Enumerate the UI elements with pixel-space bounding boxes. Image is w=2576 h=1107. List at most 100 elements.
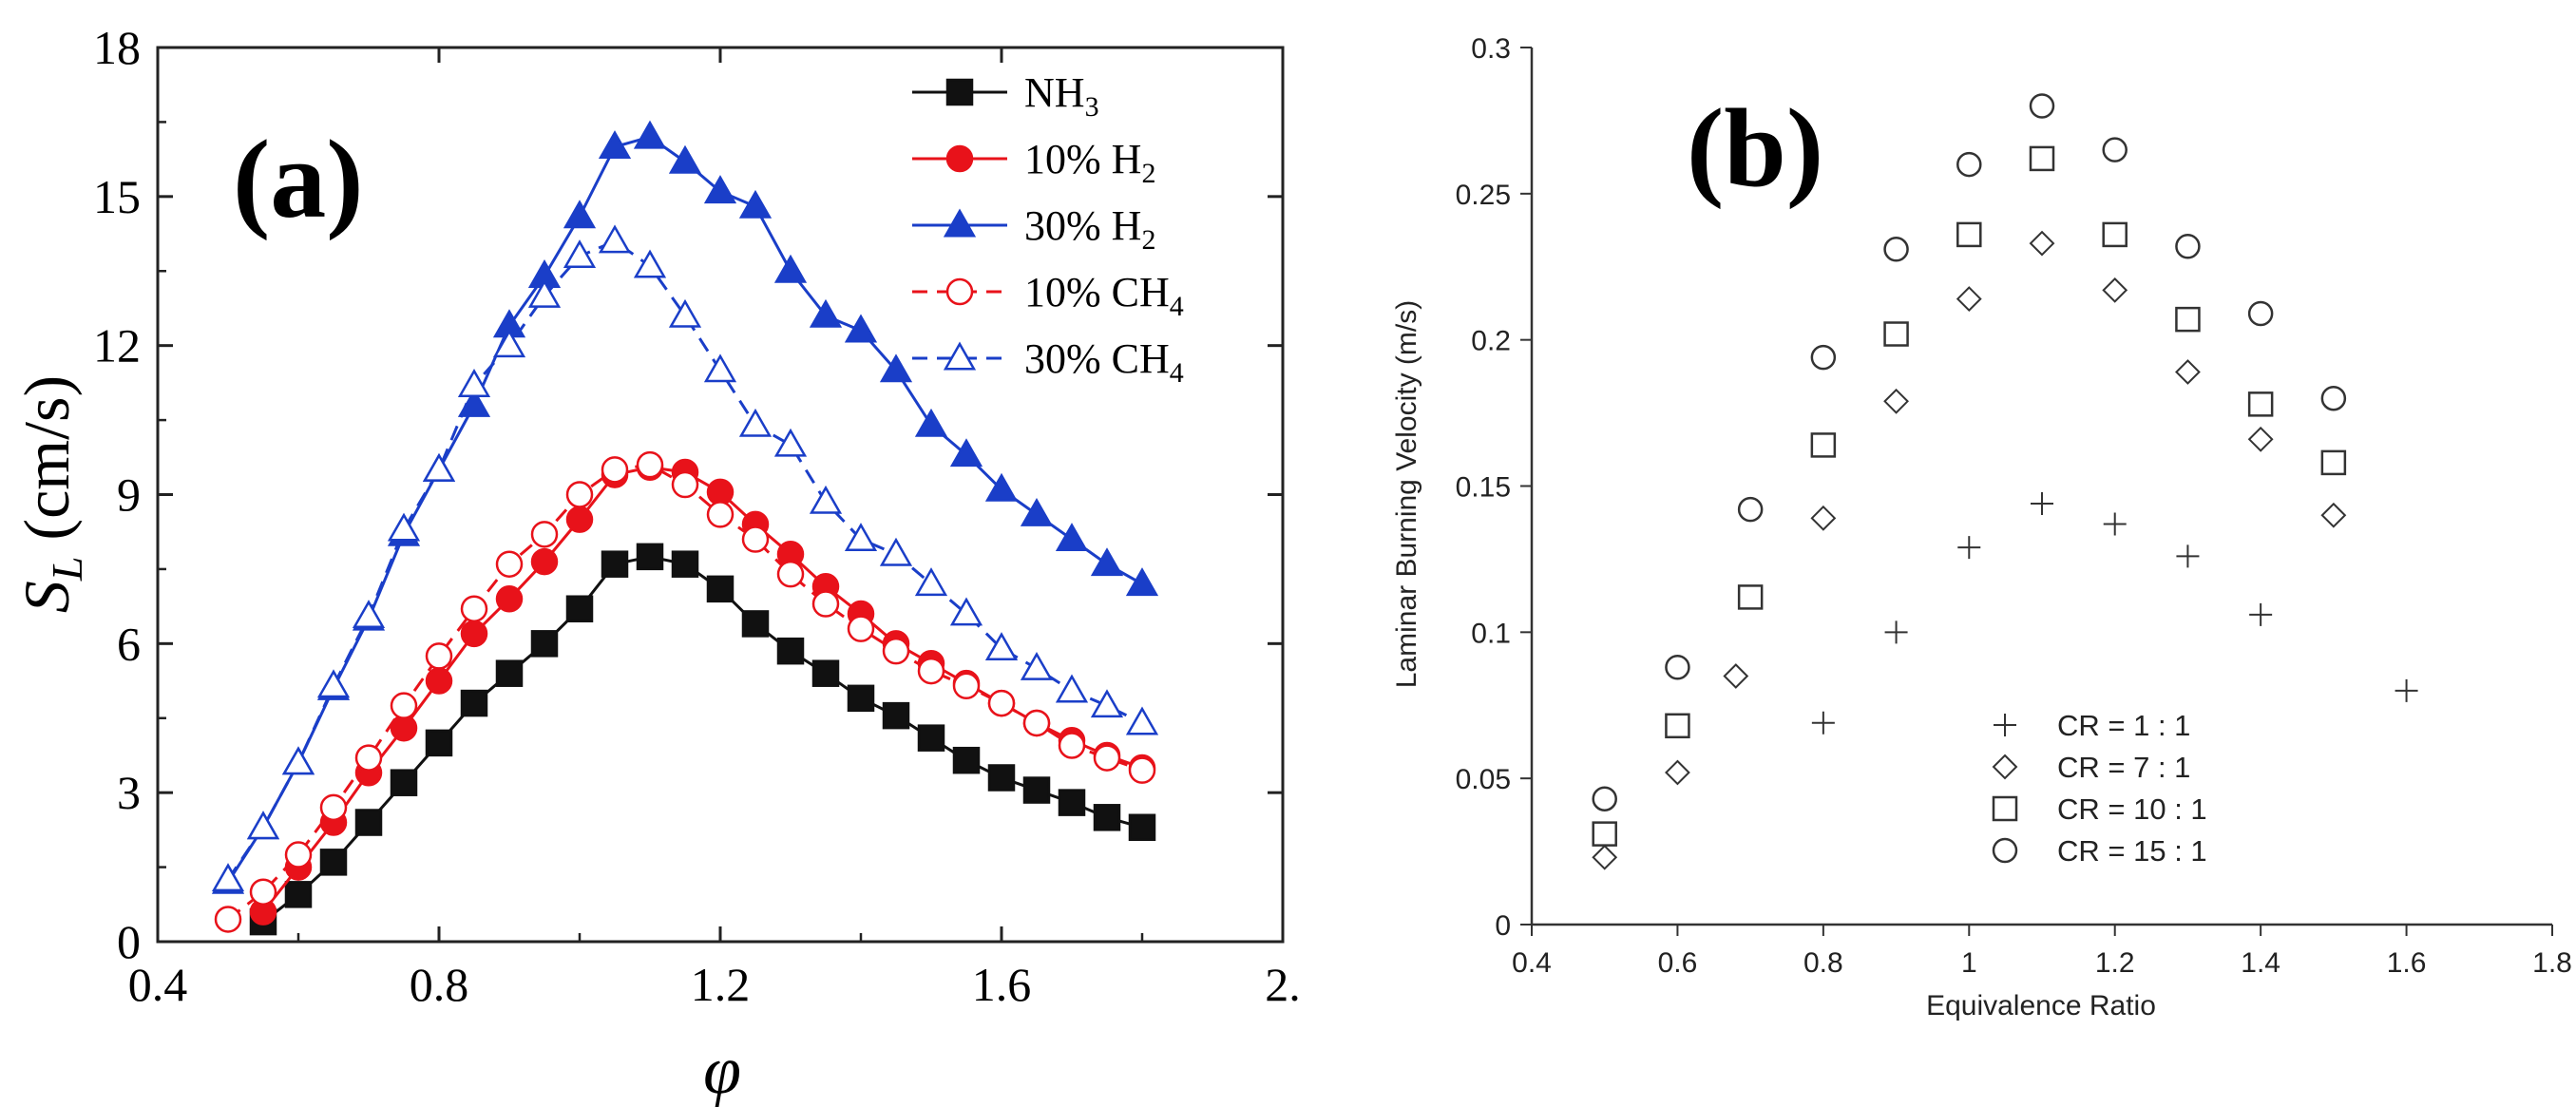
- data-point: [2031, 491, 2053, 515]
- data-point: [1090, 547, 1124, 577]
- data-point: [952, 746, 981, 774]
- data-point: [2102, 137, 2128, 162]
- panel-a-y-axis-label: SL (cm/s): [10, 375, 91, 613]
- data-point: [1090, 689, 1124, 718]
- panel-b-legend: CR = 1 : 1 CR = 7 : 1 CR = 10 : 1 CR = 15 :…: [1992, 709, 2207, 868]
- data-point: [1128, 756, 1156, 784]
- data-point: [422, 452, 456, 482]
- x-tick-label: 2.: [1265, 958, 1301, 1011]
- x-tick-label: 1.6: [2387, 947, 2427, 979]
- legend-label: 30% H2: [1024, 202, 1155, 256]
- panel-b-x-axis-label: Equivalence Ratio: [1926, 990, 2156, 1021]
- data-point: [2247, 426, 2274, 452]
- data-point: [1592, 821, 1617, 847]
- data-point: [249, 878, 277, 906]
- panel-a-legend: NH3 10% H2 30% H2 10% CH4 30% CH4: [912, 69, 1184, 389]
- legend-marker: [1992, 837, 2018, 864]
- x-tick-label: 1.2: [691, 958, 751, 1011]
- data-point: [1022, 776, 1051, 804]
- data-point: [809, 298, 843, 328]
- legend-marker: [945, 78, 974, 106]
- legend-label: NH3: [1024, 69, 1099, 123]
- legend-marker: [943, 341, 977, 371]
- data-point: [882, 701, 910, 730]
- data-point: [460, 689, 488, 717]
- data-point: [668, 144, 702, 174]
- series-circle: [1592, 93, 2347, 811]
- data-point: [319, 849, 348, 876]
- y-tick-label: 15: [93, 170, 141, 223]
- data-point: [527, 278, 562, 308]
- legend-label: CR = 7 : 1: [2057, 751, 2190, 784]
- data-point: [917, 657, 945, 685]
- x-tick-label: 1.4: [2241, 947, 2280, 979]
- data-point: [1737, 584, 1764, 610]
- data-point: [598, 224, 632, 254]
- data-point: [565, 506, 594, 533]
- legend-entry: CR = 15 : 1: [1992, 834, 2207, 868]
- data-point: [563, 200, 597, 229]
- data-point: [636, 450, 664, 479]
- data-point: [1592, 786, 1617, 811]
- data-point: [2395, 678, 2418, 702]
- data-point: [1125, 706, 1159, 735]
- data-point: [1058, 789, 1086, 816]
- data-point: [352, 600, 386, 629]
- data-point: [914, 408, 948, 437]
- legend-entry: CR = 1 : 1: [1994, 709, 2190, 742]
- x-tick-label: 1: [1961, 947, 1977, 979]
- data-point: [601, 550, 629, 578]
- y-tick-label: 0.25: [1456, 180, 1511, 211]
- data-point: [1883, 237, 1909, 262]
- data-point: [425, 667, 453, 695]
- data-point: [917, 724, 945, 752]
- data-point: [598, 130, 632, 160]
- data-point: [460, 595, 488, 622]
- data-point: [2102, 277, 2128, 303]
- data-point: [495, 585, 524, 613]
- data-point: [1956, 286, 1982, 313]
- data-point: [1737, 496, 1764, 523]
- data-point: [773, 428, 808, 457]
- x-tick-label: 0.4: [128, 958, 188, 1011]
- data-point: [1020, 652, 1054, 680]
- data-point: [354, 744, 383, 772]
- data-point: [741, 610, 770, 638]
- y-tick-label: 18: [93, 21, 141, 74]
- data-point: [530, 521, 559, 548]
- legend-entry: 10% CH4: [912, 269, 1184, 322]
- data-point: [1055, 523, 1089, 552]
- data-point: [316, 669, 351, 698]
- series-square: [1592, 145, 2347, 847]
- panel-b-y-axis-label: Laminar Burning Velocity (m/s): [1391, 300, 1422, 689]
- data-point: [847, 684, 875, 713]
- data-point: [987, 689, 1016, 717]
- data-point: [879, 353, 913, 383]
- data-point: [281, 746, 315, 775]
- data-point: [2029, 145, 2055, 172]
- data-point: [703, 175, 737, 204]
- data-point: [738, 189, 773, 219]
- data-point: [671, 470, 699, 499]
- data-point: [2320, 449, 2347, 476]
- data-point: [387, 512, 421, 542]
- legend-entry: 30% H2: [912, 202, 1155, 256]
- data-point: [354, 809, 383, 836]
- data-point: [2103, 512, 2127, 536]
- legend-label: 10% H2: [1024, 136, 1155, 189]
- legend-label: CR = 15 : 1: [2057, 834, 2207, 868]
- y-tick-label: 6: [117, 617, 141, 670]
- y-tick-label: 9: [117, 468, 141, 522]
- data-point: [1058, 732, 1086, 759]
- data-point: [214, 906, 242, 933]
- data-point: [809, 485, 843, 514]
- series-10-h2: [249, 453, 1156, 926]
- data-point: [668, 298, 702, 328]
- data-point: [703, 353, 737, 383]
- data-point: [2249, 602, 2273, 626]
- data-point: [879, 537, 913, 566]
- legend-entry: 10% H2: [912, 136, 1155, 189]
- legend-label: CR = 1 : 1: [2057, 709, 2190, 742]
- data-point: [495, 550, 524, 578]
- legend-marker: [943, 208, 977, 238]
